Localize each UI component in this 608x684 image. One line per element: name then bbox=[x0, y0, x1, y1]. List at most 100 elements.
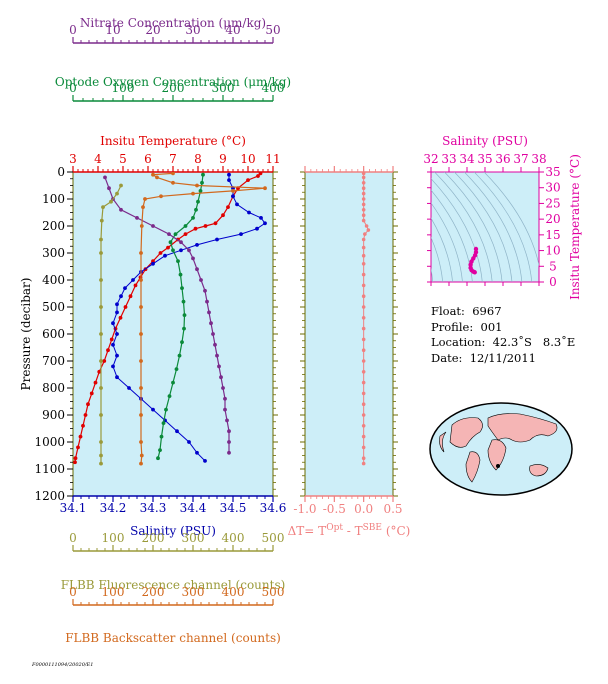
delta-data-point bbox=[361, 402, 366, 407]
float-info-panel: Float: 6967 Profile: 001 Location: 42.3˚… bbox=[431, 304, 575, 366]
delta-data-point bbox=[361, 391, 366, 396]
flu-tick-label: 0 bbox=[69, 531, 77, 545]
density-contour bbox=[473, 172, 533, 282]
bb-axis-title: FLBB Backscatter channel (counts) bbox=[65, 631, 281, 645]
temp-data-point bbox=[203, 224, 208, 228]
flu-data-point bbox=[99, 305, 103, 309]
density-contour bbox=[431, 217, 453, 282]
ts-y-tick-label: 25 bbox=[545, 196, 560, 210]
delta-data-point bbox=[361, 326, 366, 331]
temp-axis-title: Insitu Temperature (°C) bbox=[100, 134, 246, 148]
delta-axis: -1.0 -0.5 0.0 0.5 ΔT= TOpt - TSBE (°C) bbox=[288, 166, 410, 538]
ts-data-point bbox=[468, 262, 473, 267]
axis-bb: 0 100 200 300 400 500 FLBB Backscatter channel… bbox=[65, 585, 284, 645]
nitrate-data-point bbox=[167, 232, 171, 237]
flu-data-point bbox=[99, 386, 103, 390]
nitrate-data-point bbox=[213, 342, 217, 347]
sal-data-point bbox=[123, 286, 127, 290]
sal-data-point bbox=[115, 310, 119, 315]
axis-temp: 3 4 5 6 7 8 9 10 11 Insitu Temperature (°C) bbox=[69, 134, 281, 173]
temp-tick-label: 8 bbox=[194, 152, 202, 166]
oxygen-data-point bbox=[176, 259, 180, 263]
temp-data-point bbox=[183, 232, 188, 237]
sal-data-point bbox=[235, 202, 239, 207]
oxygen-data-point bbox=[198, 189, 203, 193]
delta-data-point bbox=[361, 461, 366, 466]
flu-series bbox=[99, 183, 123, 466]
oxygen-data-point bbox=[201, 172, 205, 177]
temp-data-point bbox=[83, 413, 88, 417]
nitrate-axis-title: Nitrate Concentration (μm/kg) bbox=[80, 16, 266, 30]
flu-data-point bbox=[99, 453, 103, 458]
temp-data-point bbox=[226, 205, 230, 210]
temp-data-point bbox=[86, 402, 90, 407]
oxygen-data-point bbox=[171, 248, 175, 253]
temp-data-point bbox=[81, 423, 85, 428]
oxygen-data-point bbox=[191, 216, 195, 220]
temp-data-point bbox=[93, 380, 98, 385]
nitrate-data-point bbox=[179, 240, 183, 245]
delta-data-point bbox=[364, 224, 369, 228]
delta-data-point bbox=[361, 445, 366, 450]
axis-sal: 34.1 34.2 34.3 34.4 34.5 34.6 Salinity (PSU) bbox=[60, 495, 287, 538]
world-map-land bbox=[529, 464, 549, 477]
sal-tick-label: 34.6 bbox=[260, 501, 287, 515]
world-map-land bbox=[487, 439, 507, 471]
ts-x-tick-label: 36 bbox=[495, 152, 510, 166]
bb-tick-label: 500 bbox=[262, 585, 285, 599]
bb-data-point bbox=[171, 180, 175, 185]
delta-tick-label: -1.0 bbox=[293, 502, 316, 516]
nitrate-data-point bbox=[219, 375, 223, 380]
ts-x-tick-label: 37 bbox=[513, 152, 528, 166]
pressure-axis: 0 100 200 300 400 500 600 700 800 900 1000 1100 1200… bbox=[19, 165, 398, 503]
oxygen-data-point bbox=[182, 326, 186, 331]
ts-y-tick-label: 20 bbox=[545, 212, 560, 226]
temp-data-point bbox=[97, 369, 102, 374]
sal-data-point bbox=[227, 178, 231, 183]
temp-data-point bbox=[106, 348, 110, 353]
flu-data-point bbox=[115, 191, 119, 196]
temp-tick-label: 6 bbox=[144, 152, 152, 166]
ts-y-tick-label: 15 bbox=[545, 228, 560, 242]
temp-tick-label: 11 bbox=[265, 152, 280, 166]
oxygen-tick-label: 0 bbox=[69, 81, 77, 95]
oxygen-data-point bbox=[158, 448, 162, 452]
delta-data-point bbox=[361, 380, 366, 385]
ts-y-tick-label: 10 bbox=[545, 244, 560, 258]
delta-data-point bbox=[361, 294, 366, 299]
sal-data-point bbox=[163, 253, 167, 258]
nitrate-series bbox=[103, 175, 231, 455]
temp-data-point bbox=[221, 213, 225, 218]
temp-data-point bbox=[73, 460, 77, 465]
bb-data-point bbox=[139, 305, 143, 309]
oxygen-data-point bbox=[200, 180, 204, 185]
pressure-tick-label: 400 bbox=[42, 273, 65, 287]
delta-data-point bbox=[361, 348, 366, 353]
delta-title-part: - T bbox=[343, 524, 363, 538]
pressure-tick-label: 500 bbox=[42, 300, 65, 314]
oxygen-data-point bbox=[171, 380, 175, 385]
delta-data-point bbox=[361, 213, 366, 217]
density-contour bbox=[464, 172, 523, 282]
world-map bbox=[429, 402, 573, 496]
pressure-tick-label: 900 bbox=[42, 408, 65, 422]
nitrate-data-point bbox=[187, 248, 191, 253]
delta-data-point bbox=[361, 337, 366, 342]
float-id-text: Float: 6967 bbox=[431, 304, 502, 318]
bb-series-line bbox=[140, 172, 266, 464]
flu-data-point bbox=[99, 359, 103, 363]
nitrate-data-point bbox=[211, 332, 215, 336]
delta-data-point bbox=[361, 208, 366, 212]
sal-data-point bbox=[115, 375, 119, 380]
flu-data-point bbox=[99, 440, 103, 444]
delta-tick-label: -0.5 bbox=[323, 502, 346, 516]
main-series-group bbox=[73, 172, 267, 466]
nitrate-data-point bbox=[225, 418, 229, 423]
bb-data-point bbox=[159, 194, 163, 199]
delta-data-point bbox=[361, 197, 366, 201]
sal-data-point bbox=[263, 221, 267, 226]
bb-data-point bbox=[139, 251, 143, 255]
ts-x-tick-label: 38 bbox=[531, 152, 546, 166]
